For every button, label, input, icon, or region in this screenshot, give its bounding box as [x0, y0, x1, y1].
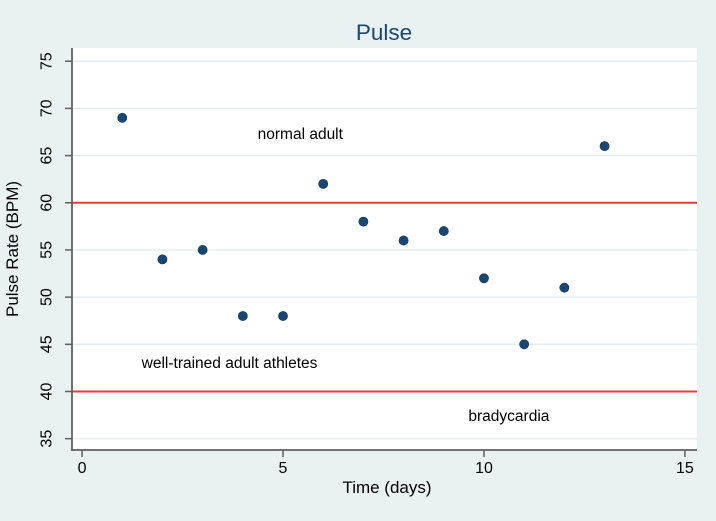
data-point	[559, 282, 570, 293]
plot-area	[72, 48, 697, 450]
data-point	[278, 311, 288, 321]
x-tick-label: 15	[676, 460, 694, 477]
annotation-well-trained-athletes: well-trained adult athletes	[141, 355, 318, 372]
y-tick-label: 65	[39, 147, 56, 165]
reference-lines	[72, 201, 697, 393]
data-point	[197, 245, 208, 255]
data-point	[117, 112, 128, 123]
data-points	[117, 112, 610, 350]
data-point	[358, 216, 369, 227]
data-point	[318, 178, 329, 189]
data-point	[438, 226, 449, 236]
annotation-normal-adult: normal adult	[258, 126, 344, 143]
x-tick-label: 5	[279, 460, 288, 477]
data-point	[599, 141, 610, 152]
data-point	[479, 273, 489, 284]
y-axis-title: Pulse Rate (BPM)	[3, 181, 22, 317]
y-tick-label: 60	[39, 194, 56, 212]
y-tick-label: 40	[39, 382, 56, 400]
data-point	[157, 254, 168, 265]
y-tick-label: 75	[39, 52, 56, 70]
data-point	[398, 235, 409, 246]
x-tick-label: 0	[78, 460, 87, 477]
chart-title: Pulse	[356, 20, 412, 45]
y-tick-label: 45	[39, 335, 56, 353]
y-tick-label: 50	[39, 288, 56, 306]
y-tick-label: 55	[39, 241, 56, 259]
data-point	[519, 339, 530, 350]
y-tick-label: 70	[39, 99, 56, 117]
annotation-bradycardia: bradycardia	[468, 408, 549, 425]
y-axis: 35 40 45 50 55 60 65 70 75	[39, 48, 73, 451]
data-point	[237, 311, 248, 321]
y-tick-label: 35	[39, 430, 56, 448]
x-tick-label: 10	[475, 460, 493, 477]
x-axis: 0 5 10 15	[71, 449, 697, 477]
x-axis-title: Time (days)	[342, 478, 431, 497]
